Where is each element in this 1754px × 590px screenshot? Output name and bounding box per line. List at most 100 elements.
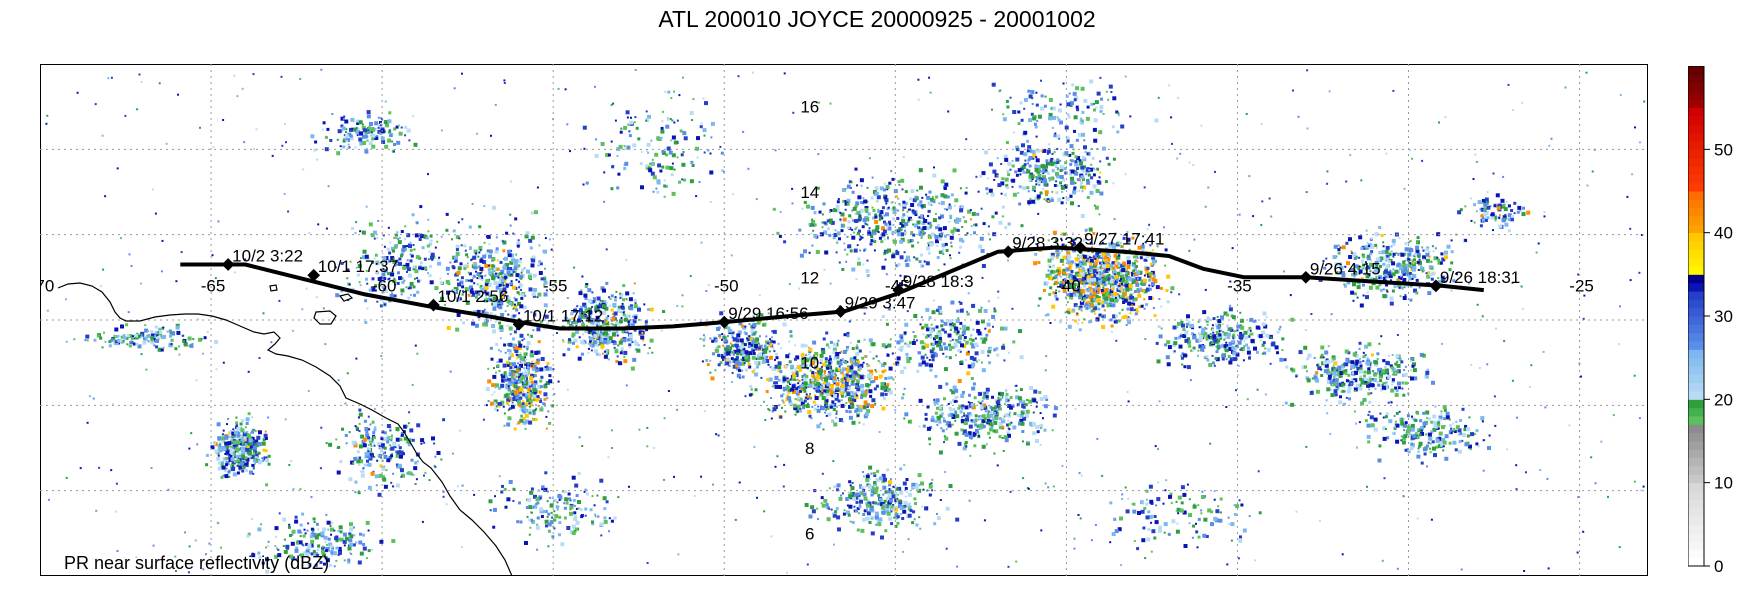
track-point-label: 9/26 18:31 (1440, 268, 1520, 287)
track-point-label: 9/29 3:47 (845, 293, 916, 312)
colorbar-band (1688, 299, 1704, 309)
map-caption: PR near surface reflectivity (dBZ) (64, 553, 330, 573)
track-point-label: 10/2 3:22 (232, 247, 303, 266)
rain-cell (863, 296, 1024, 380)
rain-scatter (45, 68, 1646, 574)
colorbar-band (1688, 66, 1704, 75)
rain-cell (979, 125, 1116, 218)
coastline-mainland (57, 282, 513, 576)
lat-tick-label: 8 (805, 439, 814, 458)
rain-cell (205, 412, 271, 487)
graticule (40, 64, 1648, 576)
colorbar-band (1688, 324, 1704, 334)
colorbar-band (1688, 199, 1704, 209)
colorbar-band (1688, 257, 1704, 267)
rain-cell (738, 331, 911, 431)
lon-tick-label: -40 (1056, 276, 1081, 295)
colorbar-band (1688, 532, 1704, 542)
rain-cell (1283, 341, 1435, 407)
colorbar-tick-label: 30 (1714, 307, 1733, 326)
colorbar-band (1688, 524, 1704, 534)
rain-cell (246, 512, 396, 574)
colorbar-band (1688, 441, 1704, 450)
lat-tick-label: 16 (800, 98, 819, 117)
coastline-island-1 (269, 284, 278, 292)
colorbar-band (1688, 382, 1704, 392)
colorbar-band (1688, 207, 1704, 217)
rain-cell (319, 408, 446, 497)
colorbar-band (1688, 266, 1704, 275)
rain-cell (488, 471, 620, 547)
colorbar-band (1688, 466, 1704, 475)
lon-tick-label: -55 (543, 276, 568, 295)
track-point-label: 9/26 4:15 (1310, 259, 1381, 278)
rain-layer (45, 68, 1646, 574)
lon-tick-label: -60 (372, 276, 397, 295)
colorbar-band (1688, 132, 1704, 142)
colorbar-band (1688, 282, 1704, 292)
colorbar-band (1688, 99, 1704, 109)
colorbar-band (1688, 107, 1704, 117)
track-point-label: 10/1 17:37 (318, 257, 398, 276)
track-line (180, 245, 1485, 331)
track-point-label: 9/28 18:3 (903, 272, 974, 291)
colorbar-band (1688, 357, 1704, 367)
rain-cell (1094, 479, 1262, 551)
colorbar-ticks: 0 10 20 30 40 50 (1704, 140, 1733, 576)
coastline-trinidad (313, 310, 337, 325)
rain-cell (485, 327, 556, 431)
colorbar-band (1688, 141, 1704, 150)
coastline-tobago (338, 293, 354, 302)
track-point (307, 268, 321, 282)
coastline (57, 282, 513, 576)
track-point-label: 9/27 17:41 (1084, 229, 1164, 248)
rain-cell (582, 90, 750, 198)
colorbar-band (1688, 316, 1704, 325)
colorbar-band (1688, 116, 1704, 125)
colorbar-band (1688, 74, 1704, 84)
colorbar-tick-label: 50 (1714, 140, 1733, 159)
track-point (717, 315, 731, 329)
colorbar-band (1688, 82, 1704, 92)
track-point-label: 9/29 16:56 (728, 304, 808, 323)
lon-tick-label: -65 (201, 276, 226, 295)
lat-tick-label: 10 (800, 354, 819, 373)
colorbar-band (1688, 457, 1704, 467)
colorbar-band (1688, 482, 1704, 492)
rain-cell (804, 464, 960, 540)
lat-tick-label: 12 (800, 268, 819, 287)
rain-cell (903, 379, 1058, 455)
rain-cell (1155, 307, 1295, 370)
rain-cell (694, 311, 793, 385)
colorbar-band (1688, 149, 1704, 159)
track-point (512, 317, 526, 331)
colorbar-band (1688, 274, 1704, 284)
map-title: ATL 200010 JOYCE 20000925 - 20001002 (658, 6, 1096, 32)
colorbar-band (1688, 516, 1704, 525)
lon-tick-label: -50 (714, 276, 739, 295)
colorbar-band (1688, 216, 1704, 225)
colorbar-band (1688, 291, 1704, 300)
colorbar-band (1688, 182, 1704, 192)
colorbar-band (1688, 124, 1704, 134)
colorbar-band (1688, 557, 1704, 567)
colorbar-band (1688, 166, 1704, 175)
colorbar-band (1688, 91, 1704, 100)
colorbar-band (1688, 232, 1704, 242)
track-point-label: 10/1 17:12 (523, 306, 603, 325)
colorbar-band (1688, 391, 1704, 400)
rain-cell (991, 76, 1159, 137)
colorbar-band (1688, 407, 1704, 417)
colorbar-band (1688, 349, 1704, 359)
storm-track: 10/2 3:22 10/1 17:37 10/1 2:56 10/1 17:12 9/… (180, 229, 1520, 331)
track-point (1299, 270, 1313, 284)
track-point-label: 10/1 2:56 (437, 287, 508, 306)
colorbar-band (1688, 432, 1704, 442)
colorbar-band (1688, 416, 1704, 425)
colorbar-band (1688, 474, 1704, 484)
colorbar-band (1688, 224, 1704, 234)
colorbar-tick-label: 40 (1714, 224, 1733, 243)
colorbar-tick-label: 20 (1714, 390, 1733, 409)
lat-tick-label: 6 (805, 524, 814, 543)
